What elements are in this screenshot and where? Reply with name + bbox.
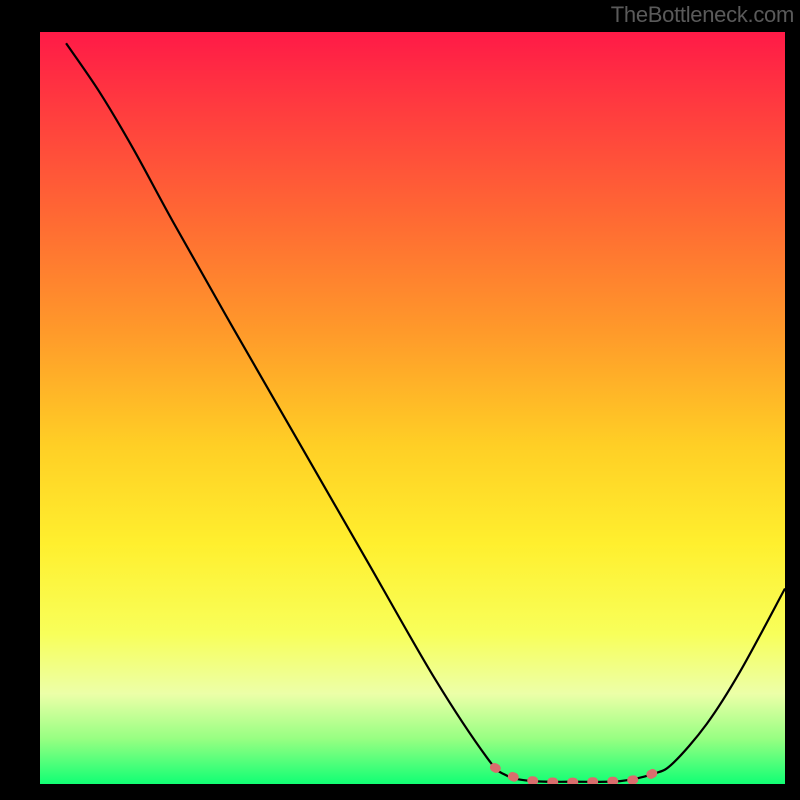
plot-area [40,32,785,784]
bottleneck-curve-chart [40,32,785,784]
chart-container: TheBottleneck.com [0,0,800,800]
gradient-background [40,32,785,784]
watermark-text: TheBottleneck.com [611,2,794,28]
